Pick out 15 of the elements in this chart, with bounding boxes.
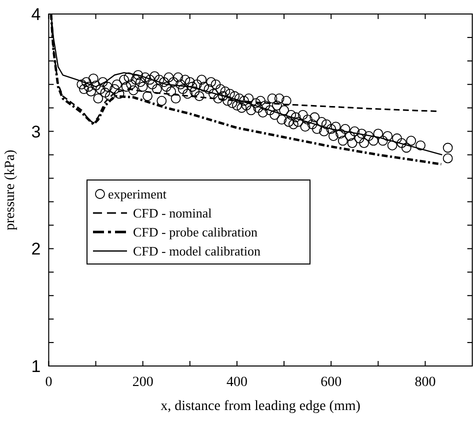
x-tick-label: 400 [226,375,248,390]
legend-label: experiment [108,186,167,202]
y-tick-label: 3 [31,122,41,142]
x-tick-label: 200 [132,375,154,390]
legend-label: CFD - model calibration [133,244,261,259]
legend-label: CFD - nominal [133,206,212,221]
x-tick-label: 600 [320,375,342,390]
y-tick-label: 2 [31,240,41,259]
y-tick-label: 4 [31,4,41,24]
x-tick-label: 0 [45,375,52,390]
y-tick-label: 1 [31,356,41,376]
x-tick-label: 800 [414,375,436,390]
x-axis-title: x, distance from leading edge (mm) [160,399,361,414]
legend-label: CFD - probe calibration [133,224,258,240]
y-axis-title: pressure (kPa) [3,149,18,230]
